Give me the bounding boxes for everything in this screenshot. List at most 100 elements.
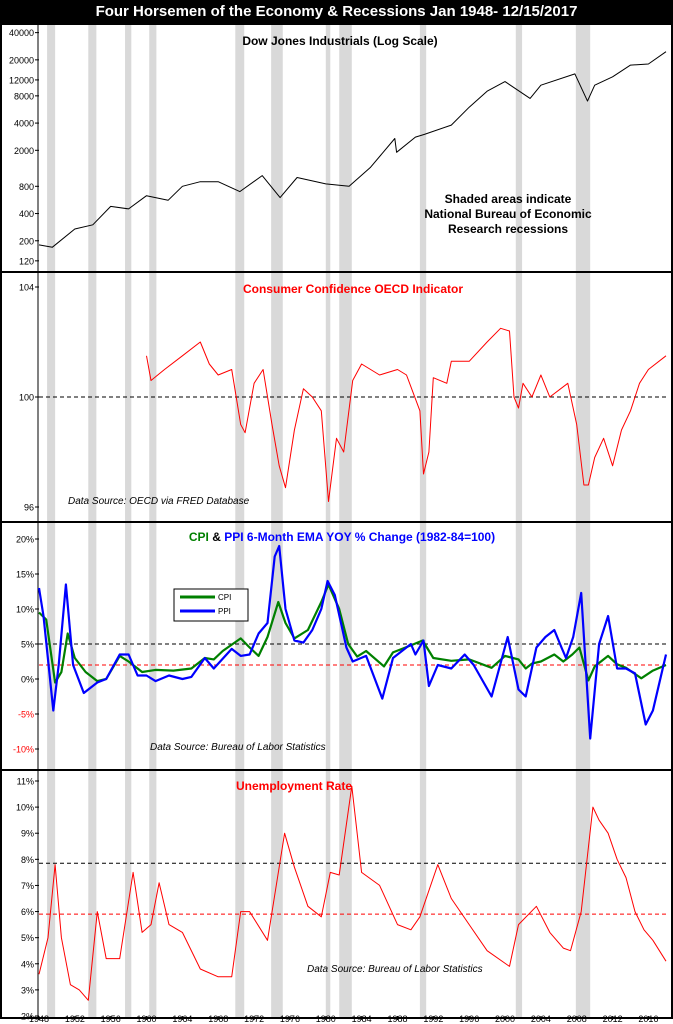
unemployment-panel-title: Unemployment Rate <box>236 779 352 793</box>
panel-frames <box>0 24 673 1019</box>
inflation-y-tick-label-1: 15% <box>16 570 34 580</box>
recession-band-4-0 <box>235 25 245 271</box>
recession-band-1-2 <box>88 523 97 769</box>
recession-band-2-3 <box>125 771 132 1017</box>
dow-y-tick-label-8: 200 <box>19 236 34 246</box>
recession-band-4-2 <box>235 523 245 769</box>
dow-y-tick-label-3: 8000 <box>14 91 34 101</box>
recession-band-8-3 <box>419 771 427 1017</box>
x-tick-label-9: 1984 <box>352 1014 372 1024</box>
title-rest: 6-Month EMA YOY % Change (1982-84=100) <box>244 530 496 544</box>
unemployment-y-tick-label-5: 6% <box>21 907 34 917</box>
recession-band-6-0 <box>325 25 331 271</box>
inflation-legend: CPI PPI <box>173 588 249 622</box>
confidence-data-source: Data Source: OECD via FRED Database <box>68 496 250 507</box>
unemployment-y-tick-label-0: 11% <box>17 777 34 787</box>
recession-band-0-0 <box>47 25 56 271</box>
inflation-y-tick-label-4: 0% <box>21 675 34 685</box>
dow-y-tick-label-4: 4000 <box>14 119 34 129</box>
recession-band-9-2 <box>515 523 523 769</box>
x-tick-label-13: 2000 <box>495 1014 515 1024</box>
recession-band-2-0 <box>125 25 132 271</box>
legend-cpi-label: CPI <box>218 593 231 602</box>
dow-y-tick-label-7: 400 <box>19 209 34 219</box>
dow-panel-frame <box>0 24 673 273</box>
unemployment-y-tick-label-1: 10% <box>16 803 34 813</box>
recession-band-4-3 <box>235 771 245 1017</box>
dow-panel-title: Dow Jones Industrials (Log Scale) <box>242 34 437 48</box>
inflation-panel-frame <box>0 521 673 771</box>
recession-band-0-1 <box>47 273 56 521</box>
recession-band-1-3 <box>88 771 97 1017</box>
cpi-series-line <box>38 583 667 684</box>
dow-y-tick-label-1: 20000 <box>9 55 34 65</box>
dow-y-tick-label-0: 40000 <box>9 28 34 38</box>
x-tick-label-10: 1988 <box>387 1014 407 1024</box>
unemployment-series-line <box>38 785 667 1001</box>
unemployment-y-tick-label-4: 7% <box>21 881 34 891</box>
recession-band-7-1 <box>339 273 352 521</box>
inflation-y-tick-label-6: -10% <box>13 745 34 755</box>
unemployment-y-tick-label-2: 9% <box>21 829 34 839</box>
confidence-panel-title: Consumer Confidence OECD Indicator <box>243 282 463 296</box>
x-tick-label-6: 1972 <box>244 1014 264 1024</box>
recession-band-6-2 <box>325 523 331 769</box>
x-tick-label-2: 1956 <box>101 1014 121 1024</box>
series-lines <box>37 51 668 1001</box>
ppi-series-line <box>37 544 668 740</box>
confidence-series-line <box>146 327 667 502</box>
legend-ppi-label: PPI <box>218 607 231 616</box>
recession-shading <box>47 25 591 1017</box>
recession-band-1-1 <box>88 273 97 521</box>
recession-band-7-0 <box>339 25 352 271</box>
recession-band-9-3 <box>515 771 523 1017</box>
recession-band-5-0 <box>271 25 283 271</box>
recession-band-10-0 <box>575 25 591 271</box>
dow-y-tick-label-2: 12000 <box>9 75 34 85</box>
recession-band-10-2 <box>575 523 591 769</box>
recession-band-3-0 <box>149 25 157 271</box>
x-tick-labels: 1948 1952 1956 1960 1964 1968 1972 1976 1980 1984… <box>29 1014 658 1024</box>
dow-y-tick-label-5: 2000 <box>14 146 34 156</box>
recession-band-9-0 <box>515 25 523 271</box>
recession-band-1-0 <box>88 25 97 271</box>
recession-band-10-1 <box>575 273 591 521</box>
unemployment-data-source: Data Source: Bureau of Labor Statistics <box>307 964 483 975</box>
unemployment-panel-frame <box>0 769 673 1019</box>
x-tick-label-11: 1992 <box>423 1014 443 1024</box>
confidence-y-tick-label-1: 100 <box>19 393 34 403</box>
x-tick-label-12: 1996 <box>459 1014 479 1024</box>
unemployment-y-tick-label-9: 2% <box>21 1012 34 1022</box>
recession-band-3-3 <box>149 771 157 1017</box>
recession-note-line-1: Shaded areas indicate <box>445 192 572 206</box>
recession-band-0-2 <box>47 523 56 769</box>
recession-band-2-1 <box>125 273 132 521</box>
recession-band-5-3 <box>271 771 283 1017</box>
x-tick-label-1: 1952 <box>65 1014 85 1024</box>
recession-band-8-1 <box>419 273 427 521</box>
dow-y-tick-label-6: 800 <box>19 182 34 192</box>
recession-band-5-1 <box>271 273 283 521</box>
recession-note-line-2: National Bureau of Economic <box>424 207 592 221</box>
title-cpi: CPI <box>189 530 209 544</box>
x-tick-label-8: 1980 <box>316 1014 336 1024</box>
recession-band-4-1 <box>235 273 245 521</box>
recession-note-line-3: Research recessions <box>448 222 568 236</box>
recession-band-6-3 <box>325 771 331 1017</box>
inflation-y-tick-label-5: -5% <box>18 710 34 720</box>
x-tick-label-7: 1976 <box>280 1014 300 1024</box>
x-tick-label-14: 2004 <box>531 1014 551 1024</box>
x-tick-label-5: 1968 <box>208 1014 228 1024</box>
inflation-data-source: Data Source: Bureau of Labor Statistics <box>150 742 326 753</box>
title-ppi: PPI <box>224 530 243 544</box>
recession-band-7-3 <box>339 771 352 1017</box>
title-amp: & <box>209 530 224 544</box>
unemployment-y-tick-label-6: 5% <box>21 933 34 943</box>
x-tick-label-15: 2008 <box>567 1014 587 1024</box>
chart-title: Four Horsemen of the Economy & Recession… <box>0 0 673 24</box>
recession-band-3-2 <box>149 523 157 769</box>
x-tick-label-4: 1964 <box>172 1014 192 1024</box>
confidence-y-tick-label-0: 104 <box>19 283 34 293</box>
recession-band-5-2 <box>271 523 283 769</box>
y-tick-labels: 40000 20000 12000 8000 4000 2000 800 400 200 120 1… <box>9 28 39 1022</box>
